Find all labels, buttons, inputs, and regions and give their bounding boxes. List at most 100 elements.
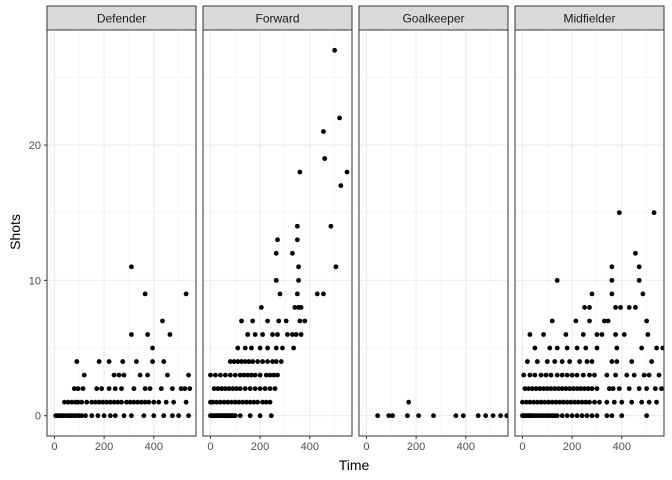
- panel-border: [202, 29, 353, 437]
- y-axis-title: Shots: [7, 214, 23, 250]
- data-point: [115, 399, 121, 405]
- x-tick-label: 400: [145, 441, 163, 453]
- gridlines: [203, 30, 352, 436]
- data-point: [375, 413, 381, 419]
- data-point: [644, 386, 650, 392]
- x-tick-label: 0: [207, 441, 213, 453]
- data-point: [237, 372, 243, 378]
- data-point: [619, 413, 625, 419]
- data-point: [563, 386, 569, 392]
- data-point: [116, 372, 122, 378]
- data-point: [483, 413, 489, 419]
- data-point: [99, 386, 105, 392]
- data-point: [568, 399, 574, 405]
- data-point: [178, 386, 184, 392]
- data-point: [232, 413, 238, 419]
- facet-label-midfielder: Midfielder: [563, 12, 615, 26]
- data-point: [186, 372, 191, 378]
- data-point: [633, 305, 638, 310]
- data-point: [498, 413, 503, 419]
- data-point: [644, 318, 650, 324]
- data-point: [167, 332, 173, 337]
- panel-border: [514, 29, 665, 437]
- data-point: [285, 332, 290, 337]
- gridlines: [515, 30, 664, 436]
- data-point: [609, 359, 615, 364]
- data-point: [645, 332, 651, 337]
- data-point: [656, 372, 662, 378]
- data-point: [386, 413, 392, 419]
- data-point: [222, 386, 228, 392]
- data-point: [629, 399, 635, 405]
- data-point: [594, 413, 600, 419]
- points-defender: [53, 264, 193, 419]
- data-point: [549, 399, 555, 405]
- data-point: [584, 413, 590, 419]
- data-point: [609, 413, 615, 419]
- data-point: [107, 399, 113, 405]
- data-point: [564, 345, 570, 351]
- data-point: [296, 264, 302, 270]
- data-point: [641, 372, 647, 378]
- data-point: [182, 386, 188, 392]
- data-point: [142, 386, 148, 392]
- data-point: [176, 413, 182, 419]
- data-point: [564, 399, 570, 405]
- data-point: [554, 277, 560, 283]
- data-point: [338, 183, 344, 189]
- data-point: [121, 413, 127, 419]
- data-point: [293, 332, 299, 337]
- data-point: [599, 332, 605, 337]
- data-point: [611, 399, 617, 405]
- data-point: [101, 413, 107, 419]
- panel-background: [203, 30, 352, 436]
- data-point: [276, 318, 282, 324]
- data-point: [589, 291, 595, 297]
- data-point: [532, 372, 538, 378]
- data-point: [602, 318, 607, 324]
- data-point: [242, 359, 248, 364]
- data-point: [534, 359, 540, 364]
- data-point: [614, 359, 620, 364]
- data-point: [521, 372, 527, 378]
- data-point: [135, 399, 141, 405]
- panel-border: [46, 29, 197, 437]
- data-point: [538, 372, 544, 378]
- data-point: [124, 399, 129, 405]
- data-point: [260, 332, 265, 337]
- data-point: [604, 399, 610, 405]
- data-point: [604, 413, 610, 419]
- data-point: [100, 399, 106, 405]
- data-point: [213, 372, 218, 378]
- data-point: [621, 332, 627, 337]
- facet-panels: Defender 0 200 400 Forward 0 200 400 Goalkeeper 0…: [46, 5, 665, 453]
- data-point: [613, 372, 618, 378]
- data-point: [626, 305, 632, 310]
- data-point: [609, 264, 615, 270]
- data-point: [211, 386, 217, 392]
- data-point: [275, 237, 280, 243]
- data-point: [227, 359, 233, 364]
- data-point: [453, 413, 459, 419]
- data-point: [240, 399, 246, 405]
- data-point: [265, 318, 270, 324]
- data-point: [79, 399, 85, 405]
- data-point: [322, 156, 328, 161]
- data-point: [187, 386, 193, 392]
- data-point: [531, 399, 537, 405]
- panel-background: [515, 30, 664, 436]
- data-point: [119, 399, 124, 405]
- data-point: [71, 386, 77, 392]
- data-point: [96, 399, 102, 405]
- data-point: [606, 386, 612, 392]
- data-point: [239, 318, 244, 324]
- data-point: [250, 318, 256, 324]
- data-point: [273, 359, 279, 364]
- points-midfielder: [520, 210, 664, 419]
- data-point: [321, 129, 326, 134]
- data-point: [520, 399, 525, 405]
- y-axis: 0 10 20: [29, 140, 47, 423]
- data-point: [302, 318, 308, 324]
- data-point: [541, 386, 546, 392]
- data-point: [129, 413, 134, 419]
